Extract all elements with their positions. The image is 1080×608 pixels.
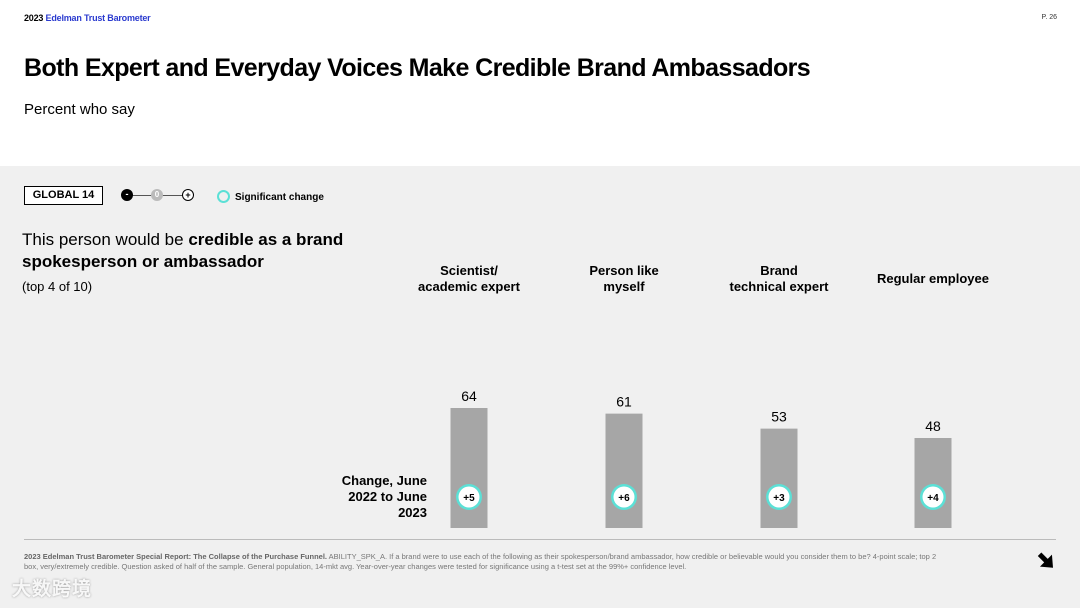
minus-icon: - [121,189,133,201]
question-note: (top 4 of 10) [22,279,93,294]
significant-change-legend: Significant change [217,190,324,203]
chart-panel [0,166,1080,608]
category-label: Regular employee [877,271,989,286]
chart-baseline [24,539,1056,540]
bar-value-label: 61 [616,394,632,410]
category-label: Brand technical expert [730,263,830,294]
bar [914,438,952,528]
brand-logo: 2023 Edelman Trust Barometer [24,13,151,23]
question-text: This person would be credible as a brand… [22,230,344,271]
page-subtitle: Percent who say [24,101,135,118]
change-value-label: +4 [927,493,939,504]
change-badge [922,486,944,508]
bar-value-label: 53 [771,409,787,425]
category-label: Person like myself [589,263,658,294]
zero-icon: 0 [151,189,163,201]
bar [605,413,643,528]
significant-ring-icon [217,190,230,203]
change-value-label: +5 [463,493,475,504]
bar-chart: 64 Scientist/academic expert +5 61 Person li… [418,263,989,528]
change-value-label: +3 [773,493,785,504]
header-area [0,0,1080,166]
change-badge [613,486,635,508]
global-badge: GLOBAL 14 [24,186,103,205]
change-badge [768,486,790,508]
change-label: Change, June 2022 to June 2023 [341,473,427,520]
plus-icon: + [182,189,194,201]
change-scale-legend: - 0 + [121,189,201,203]
watermark: 大数跨境 [12,579,93,600]
page-number: P. 26 [1041,14,1057,21]
bar-value-label: 64 [461,388,477,404]
change-value-label: +6 [618,493,630,504]
category-label: Scientist/academic expert [418,263,521,294]
footnote: 2023 Edelman Trust Barometer Special Rep… [24,552,937,571]
bar-value-label: 48 [925,418,941,434]
page-title: Both Expert and Everyday Voices Make Cre… [24,54,811,82]
next-arrow-icon[interactable] [1036,550,1058,572]
change-badge [458,486,480,508]
bar [760,428,798,528]
